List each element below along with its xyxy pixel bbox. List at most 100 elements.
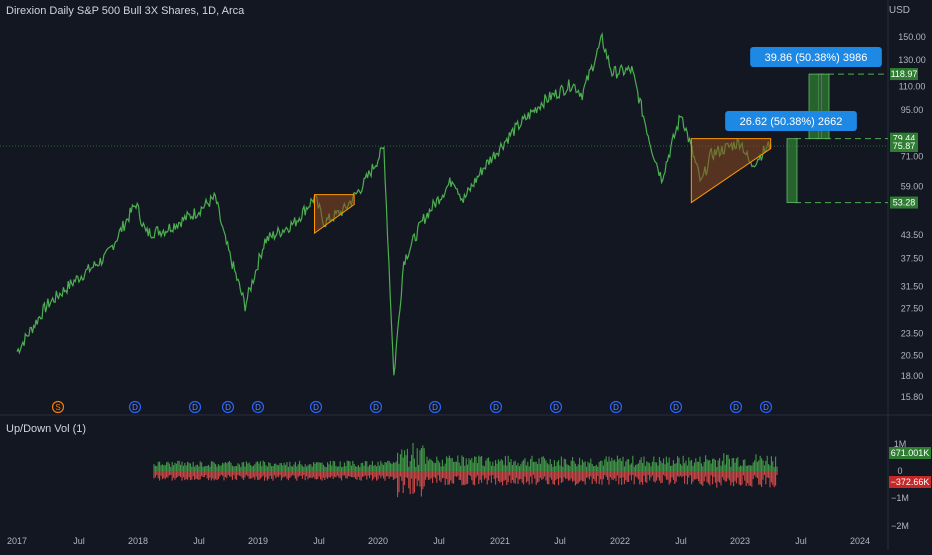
time-axis-label: Jul — [313, 536, 325, 546]
badge-target-high-text: 118.97 — [891, 69, 918, 79]
marker-circle — [759, 400, 773, 414]
measure-box-lower — [786, 138, 798, 203]
marker-label: D — [613, 403, 619, 412]
time-axis-label: 2018 — [128, 536, 148, 546]
time-axis-label: Jul — [675, 536, 687, 546]
marker-label: D — [225, 403, 231, 412]
marker-label: D — [373, 403, 379, 412]
marker-circle — [669, 400, 683, 414]
price-series-line — [16, 32, 772, 376]
volume-axis-label: 1M — [894, 439, 907, 449]
price-axis-label: 23.50 — [901, 328, 924, 338]
dividend-marker: D — [221, 400, 235, 414]
volume-axis-label: −1M — [891, 493, 909, 503]
dividend-marker: D — [759, 400, 773, 414]
marker-label: D — [255, 403, 261, 412]
chart-title: Direxion Daily S&P 500 Bull 3X Shares, 1… — [6, 5, 245, 17]
volume-down-badge-bg — [889, 476, 931, 488]
dividend-marker: D — [128, 400, 142, 414]
volume-bars — [153, 442, 778, 498]
price-axis-label: 71.00 — [901, 152, 924, 162]
time-axis-label: Jul — [73, 536, 85, 546]
marker-label: D — [493, 403, 499, 412]
badge-current-price-bg — [890, 140, 918, 153]
volume-down-badge: −372.66K — [889, 476, 931, 488]
dividend-marker: D — [428, 400, 442, 414]
price-axis-label: 95.00 — [901, 105, 924, 115]
measure-label-upper-bg — [750, 47, 882, 67]
dividend-marker: D — [549, 400, 563, 414]
marker-circle — [609, 400, 623, 414]
measure-label-upper: 39.86 (50.38%) 3986 — [750, 47, 882, 67]
volume-panel-title: Up/Down Vol (1) — [6, 423, 87, 435]
time-axis-label: Jul — [433, 536, 445, 546]
marker-label: D — [313, 403, 319, 412]
marker-label: D — [553, 403, 559, 412]
time-axis-label: 2021 — [490, 536, 510, 546]
marker-circle — [128, 400, 142, 414]
dividend-marker: D — [188, 400, 202, 414]
badge-level-lower-bg — [890, 196, 918, 209]
price-axis-label: 15.80 — [901, 392, 924, 402]
time-axis-label: Jul — [554, 536, 566, 546]
volume-up-badge-text: 671.001K — [891, 448, 930, 458]
time-axis-label: 2020 — [368, 536, 388, 546]
volume-axis-label: 0 — [897, 466, 902, 476]
measure-box-upper-a — [808, 73, 820, 140]
time-axis-label: Jul — [795, 536, 807, 546]
marker-circle — [221, 400, 235, 414]
marker-circle — [489, 400, 503, 414]
price-axis-label: 150.00 — [898, 32, 926, 42]
volume-axis-label: −2M — [891, 521, 909, 531]
marker-label: S — [55, 403, 60, 412]
badge-target-high-bg — [890, 68, 918, 81]
currency-label: USD — [888, 5, 910, 16]
price-axis-label: 130.00 — [898, 55, 926, 65]
badge-level-upper-text: 79.44 — [893, 134, 916, 144]
time-axis-label: 2017 — [7, 536, 27, 546]
marker-label: D — [132, 403, 138, 412]
marker-label: D — [733, 403, 739, 412]
badge-target-high: 118.97 — [890, 68, 918, 81]
price-axis-label: 59.00 — [901, 181, 924, 191]
dividend-marker: D — [669, 400, 683, 414]
marker-label: D — [432, 403, 438, 412]
measure-box-upper-b — [820, 73, 830, 140]
badge-current-price-text: 75.87 — [893, 141, 916, 151]
price-axis-label: 31.50 — [901, 282, 924, 292]
measure-label-lower-bg — [725, 111, 857, 131]
badge-level-lower: 53.28 — [890, 196, 918, 209]
dividend-marker: D — [369, 400, 383, 414]
split-marker: S — [51, 400, 65, 414]
price-axis-label: 20.50 — [901, 350, 924, 360]
dividend-marker: D — [251, 400, 265, 414]
measure-label-lower: 26.62 (50.38%) 2662 — [725, 111, 857, 131]
time-axis-label: 2023 — [730, 536, 750, 546]
marker-circle — [251, 400, 265, 414]
marker-circle — [309, 400, 323, 414]
dividend-marker: D — [489, 400, 503, 414]
marker-circle — [51, 400, 65, 414]
price-axis-label: 110.00 — [899, 82, 926, 92]
dividend-marker: D — [609, 400, 623, 414]
badge-current-price: 75.87 — [890, 140, 918, 153]
measure-label-upper-text: 39.86 (50.38%) 3986 — [765, 52, 868, 64]
marker-label: D — [763, 403, 769, 412]
measure-label-lower-text: 26.62 (50.38%) 2662 — [740, 116, 843, 128]
volume-up-badge: 671.001K — [889, 447, 931, 459]
marker-circle — [549, 400, 563, 414]
triangle-pattern-1 — [314, 194, 355, 235]
marker-label: D — [192, 403, 198, 412]
volume-up-badge-bg — [889, 447, 931, 459]
marker-label: D — [673, 403, 679, 412]
time-axis-label: Jul — [193, 536, 205, 546]
price-axis-label: 27.50 — [901, 303, 924, 313]
marker-circle — [188, 400, 202, 414]
marker-circle — [729, 400, 743, 414]
dividend-marker: D — [729, 400, 743, 414]
price-axis-label: 37.50 — [901, 254, 924, 264]
dividend-marker: D — [309, 400, 323, 414]
time-axis-label: 2022 — [610, 536, 630, 546]
